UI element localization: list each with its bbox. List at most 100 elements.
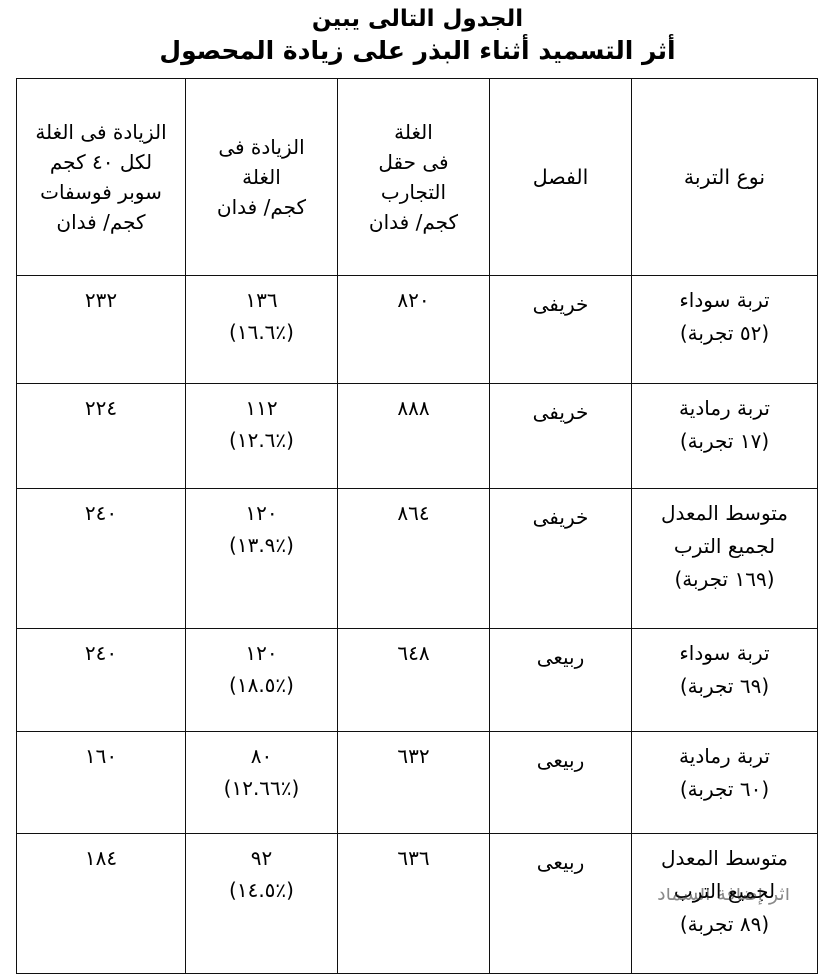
soil-name: متوسط المعدل	[660, 846, 789, 870]
header-increase-per-40kg: الزيادة فى الغلة لكل ٤٠ كجم سوبر فوسفات …	[16, 78, 186, 276]
soil-trial-count: (١٦٩ تجربة)	[674, 567, 775, 591]
season-value: خريفى	[532, 505, 589, 529]
cell-soil-type: متوسط المعدل لجميع الترب (١٦٩ تجربة)	[631, 488, 818, 629]
header-yield-line-2: فى حقل	[378, 150, 449, 174]
cell-increase-per-40kg: ٢٢٤	[16, 383, 186, 489]
header-yield-line-3: التجارب	[380, 180, 447, 204]
increase-value: ١٣٦	[245, 288, 278, 312]
season-value: ربيعى	[536, 748, 585, 772]
cell-increase-per-40kg: ٢٤٠	[16, 488, 186, 629]
soil-name-line-2: لجميع الترب	[673, 534, 776, 558]
table-container: نوع التربة الفصل الغلة فى حقل التجارب كج…	[16, 78, 818, 974]
soil-name: تربة رمادية	[679, 396, 770, 420]
cell-yield-field: ٦٣٢	[337, 731, 490, 834]
table-row: تربة رمادية (١٧ تجربة) خريفى ٨٨٨ ١١٢ (٪١…	[16, 383, 818, 489]
header-increase: الزيادة فى الغلة كجم/ فدان	[185, 78, 338, 276]
table-row: تربة رمادية (٦٠ تجربة) ربيعى ٦٣٢ ٨٠ (٪١٢…	[16, 731, 818, 834]
cell-soil-type: تربة رمادية (٦٠ تجربة)	[631, 731, 818, 834]
per40-value: ٢٤٠	[84, 641, 118, 665]
cell-increase: ١٢٠ (٪١٣.٩)	[185, 488, 338, 629]
document-page: الجدول التالى يبين أثر التسميد أثناء الب…	[0, 4, 835, 974]
per40-value: ١٨٤	[84, 846, 118, 870]
yield-value: ٨٢٠	[397, 288, 430, 312]
header-season: الفصل	[489, 78, 632, 276]
cell-season: خريفى	[489, 275, 632, 384]
season-value: خريفى	[532, 400, 589, 424]
soil-trial-count: (٦٠ تجربة)	[679, 777, 770, 801]
increase-value: ١١٢	[245, 396, 278, 420]
header-soil-type-label: نوع التربة	[683, 165, 766, 189]
increase-percent: (٪١٢.٦٦)	[223, 776, 300, 800]
per40-value: ١٦٠	[84, 744, 118, 768]
header-season-label: الفصل	[532, 165, 589, 189]
header-soil-type: نوع التربة	[631, 78, 818, 276]
increase-value: ١٢٠	[245, 501, 278, 525]
cell-increase-per-40kg: ٢٣٢	[16, 275, 186, 384]
table-row: تربة سوداء (٦٩ تجربة) ربيعى ٦٤٨ ١٢٠ (٪١٨…	[16, 628, 818, 732]
increase-percent: (٪١٣.٩)	[229, 533, 294, 557]
increase-value: ٩٢	[250, 846, 273, 870]
cell-increase: ١٣٦ (٪١٦.٦)	[185, 275, 338, 384]
increase-value: ١٢٠	[245, 641, 278, 665]
cell-season: خريفى	[489, 383, 632, 489]
header-per40-line-3: سوبر فوسفات	[40, 180, 162, 204]
yield-value: ٦٣٦	[397, 846, 430, 870]
increase-percent: (٪١٤.٥)	[229, 878, 294, 902]
cut-off-footer-label: أثر إضافة السماد	[657, 888, 790, 905]
season-value: ربيعى	[536, 645, 585, 669]
soil-name: متوسط المعدل	[660, 501, 789, 525]
season-value: خريفى	[532, 292, 589, 316]
cell-season: ربيعى	[489, 628, 632, 732]
yield-value: ٦٤٨	[397, 641, 430, 665]
cell-increase: ١١٢ (٪١٢.٦)	[185, 383, 338, 489]
soil-name: تربة رمادية	[679, 744, 770, 768]
header-yield-field: الغلة فى حقل التجارب كجم/ فدان	[337, 78, 490, 276]
table-header-row: نوع التربة الفصل الغلة فى حقل التجارب كج…	[16, 78, 818, 276]
fertilizer-yield-table: نوع التربة الفصل الغلة فى حقل التجارب كج…	[16, 78, 818, 974]
header-increase-line-3: كجم/ فدان	[216, 195, 307, 219]
yield-value: ٨٨٨	[397, 396, 430, 420]
header-per40-line-2: لكل ٤٠ كجم	[49, 150, 153, 174]
per40-value: ٢٣٢	[84, 288, 118, 312]
table-row: تربة سوداء (٥٢ تجربة) خريفى ٨٢٠ ١٣٦ (٪١٦…	[16, 275, 818, 384]
increase-value: ٨٠	[250, 744, 273, 768]
increase-percent: (٪١٨.٥)	[229, 673, 294, 697]
cell-increase-per-40kg: ١٦٠	[16, 731, 186, 834]
increase-percent: (٪١٢.٦)	[229, 428, 294, 452]
header-yield-line-1: الغلة	[394, 120, 433, 144]
soil-name: تربة سوداء	[679, 641, 770, 665]
cell-increase: ١٢٠ (٪١٨.٥)	[185, 628, 338, 732]
cell-soil-type: تربة رمادية (١٧ تجربة)	[631, 383, 818, 489]
cell-yield-field: ٨٨٨	[337, 383, 490, 489]
per40-value: ٢٤٠	[84, 501, 118, 525]
header-yield-line-4: كجم/ فدان	[368, 210, 459, 234]
header-increase-line-1: الزيادة فى	[218, 135, 305, 159]
cut-off-footer-text: أثر إضافة السماد	[30, 888, 790, 905]
cell-yield-field: ٨٦٤	[337, 488, 490, 629]
soil-name-line-2: لجميع الترب	[673, 879, 776, 903]
soil-trial-count: (١٧ تجربة)	[679, 429, 770, 453]
soil-trial-count: (٨٩ تجربة)	[679, 912, 770, 936]
title-line-2: أثر التسميد أثناء البذر على زيادة المحصو…	[159, 36, 676, 65]
per40-value: ٢٢٤	[84, 396, 118, 420]
cell-soil-type: تربة سوداء (٦٩ تجربة)	[631, 628, 818, 732]
yield-value: ٦٣٢	[397, 744, 430, 768]
document-title: الجدول التالى يبين أثر التسميد أثناء الب…	[0, 4, 835, 67]
cell-season: ربيعى	[489, 731, 632, 834]
cell-season: خريفى	[489, 488, 632, 629]
increase-percent: (٪١٦.٦)	[229, 320, 294, 344]
yield-value: ٨٦٤	[397, 501, 430, 525]
table-row: متوسط المعدل لجميع الترب (١٦٩ تجربة) خري…	[16, 488, 818, 629]
cell-yield-field: ٦٤٨	[337, 628, 490, 732]
cell-increase: ٨٠ (٪١٢.٦٦)	[185, 731, 338, 834]
header-per40-line-1: الزيادة فى الغلة	[35, 120, 167, 144]
cell-soil-type: تربة سوداء (٥٢ تجربة)	[631, 275, 818, 384]
cell-increase-per-40kg: ٢٤٠	[16, 628, 186, 732]
soil-name: تربة سوداء	[679, 288, 770, 312]
season-value: ربيعى	[536, 850, 585, 874]
header-increase-line-2: الغلة	[242, 165, 281, 189]
header-per40-line-4: كجم/ فدان	[56, 210, 146, 234]
title-line-1: الجدول التالى يبين	[311, 6, 524, 32]
soil-trial-count: (٦٩ تجربة)	[679, 674, 770, 698]
soil-trial-count: (٥٢ تجربة)	[679, 321, 770, 345]
